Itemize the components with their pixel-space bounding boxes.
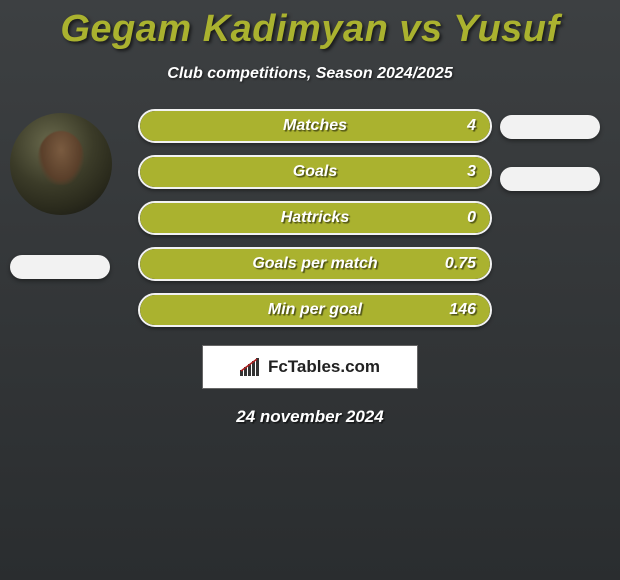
stat-value: 146 (449, 301, 476, 319)
stat-label: Goals per match (140, 255, 490, 273)
stat-value: 0.75 (445, 255, 476, 273)
stat-value: 4 (467, 117, 476, 135)
page-subtitle: Club competitions, Season 2024/2025 (0, 65, 620, 83)
stat-label: Matches (140, 117, 490, 135)
player-left-avatar (10, 113, 112, 215)
player-right-namebar-2 (500, 167, 600, 191)
stat-label: Min per goal (140, 301, 490, 319)
stat-row-goals-per-match: Goals per match 0.75 (138, 247, 492, 281)
stat-row-matches: Matches 4 (138, 109, 492, 143)
stat-label: Hattricks (140, 209, 490, 227)
bar-chart-icon (240, 358, 262, 376)
stat-row-goals: Goals 3 (138, 155, 492, 189)
stat-value: 0 (467, 209, 476, 227)
source-logo-box: FcTables.com (202, 345, 418, 389)
stat-row-min-per-goal: Min per goal 146 (138, 293, 492, 327)
stats-column: Matches 4 Goals 3 Hattricks 0 Goals per … (130, 109, 500, 327)
stat-row-hattricks: Hattricks 0 (138, 201, 492, 235)
stat-label: Goals (140, 163, 490, 181)
comparison-layout: Matches 4 Goals 3 Hattricks 0 Goals per … (0, 109, 620, 327)
player-right-namebar-1 (500, 115, 600, 139)
page-title: Gegam Kadimyan vs Yusuf (0, 0, 620, 51)
snapshot-date: 24 november 2024 (0, 407, 620, 427)
stat-value: 3 (467, 163, 476, 181)
player-right-column (500, 109, 620, 327)
player-left-column (0, 109, 130, 327)
player-left-namebar (10, 255, 110, 279)
source-logo-text: FcTables.com (268, 357, 380, 377)
